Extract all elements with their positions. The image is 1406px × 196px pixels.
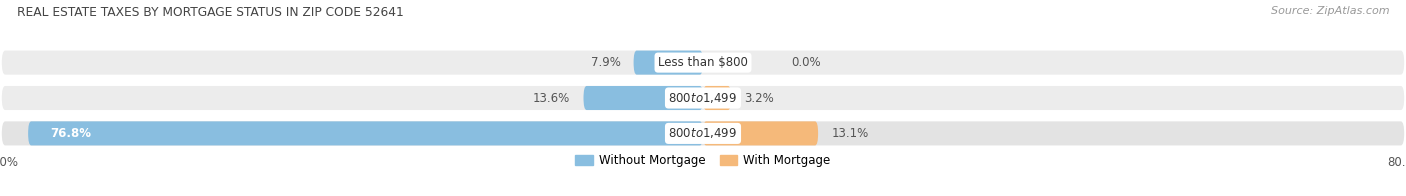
FancyBboxPatch shape bbox=[1, 86, 1405, 110]
FancyBboxPatch shape bbox=[583, 86, 703, 110]
FancyBboxPatch shape bbox=[703, 121, 818, 145]
Text: Source: ZipAtlas.com: Source: ZipAtlas.com bbox=[1271, 6, 1389, 16]
Text: 0.0%: 0.0% bbox=[790, 56, 821, 69]
Text: 7.9%: 7.9% bbox=[591, 56, 620, 69]
Text: 13.6%: 13.6% bbox=[533, 92, 571, 104]
Text: 13.1%: 13.1% bbox=[831, 127, 869, 140]
FancyBboxPatch shape bbox=[1, 121, 1405, 145]
FancyBboxPatch shape bbox=[1, 51, 1405, 75]
FancyBboxPatch shape bbox=[634, 51, 703, 75]
Text: 3.2%: 3.2% bbox=[744, 92, 775, 104]
Text: Less than $800: Less than $800 bbox=[658, 56, 748, 69]
Text: $800 to $1,499: $800 to $1,499 bbox=[668, 91, 738, 105]
Text: $800 to $1,499: $800 to $1,499 bbox=[668, 126, 738, 140]
Text: REAL ESTATE TAXES BY MORTGAGE STATUS IN ZIP CODE 52641: REAL ESTATE TAXES BY MORTGAGE STATUS IN … bbox=[17, 6, 404, 19]
FancyBboxPatch shape bbox=[703, 86, 731, 110]
Legend: Without Mortgage, With Mortgage: Without Mortgage, With Mortgage bbox=[575, 154, 831, 167]
Text: 76.8%: 76.8% bbox=[51, 127, 91, 140]
FancyBboxPatch shape bbox=[28, 121, 703, 145]
